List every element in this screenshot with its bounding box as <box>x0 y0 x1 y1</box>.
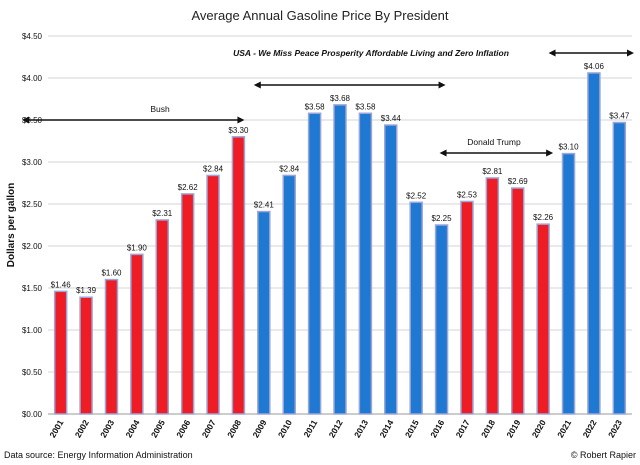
data-label: $2.25 <box>432 214 453 223</box>
y-tick-label: $1.50 <box>22 284 43 293</box>
arrow-middle-left-head <box>253 81 261 89</box>
bar-2017 <box>460 200 474 415</box>
data-label: $3.68 <box>330 94 351 103</box>
arrow-bush-right-head <box>237 116 245 124</box>
y-tick-label: $1.00 <box>22 326 43 335</box>
bar-2004 <box>130 253 144 415</box>
arrow-recent-left-head <box>548 49 556 57</box>
data-label: $2.31 <box>152 209 173 218</box>
y-tick-label: $2.00 <box>22 242 43 251</box>
bar-2007 <box>206 174 220 415</box>
data-label: $4.06 <box>584 62 605 71</box>
data-label: $3.58 <box>355 102 376 111</box>
bar-2006 <box>180 193 195 415</box>
y-tick-label: $4.50 <box>22 32 43 41</box>
data-label: $3.30 <box>228 126 249 135</box>
data-label: $2.81 <box>482 167 503 176</box>
data-label: $2.26 <box>533 213 554 222</box>
annotation-bush: Bush <box>150 104 170 114</box>
data-label: $1.90 <box>127 243 148 252</box>
bar-2008 <box>231 136 246 415</box>
y-tick-label: $0.00 <box>22 410 43 419</box>
data-label: $3.58 <box>305 102 326 111</box>
bar-2003 <box>104 278 119 415</box>
bar-2021 <box>561 152 576 415</box>
annotation-tagline: USA - We Miss Peace Prosperity Affordabl… <box>233 48 509 58</box>
arrow-trump-left-head <box>439 149 447 157</box>
bar-2019 <box>510 187 525 415</box>
bar-2023 <box>612 121 627 415</box>
y-axis-label: Dollars per gallon <box>6 183 17 267</box>
data-source: Data source: Energy Information Administ… <box>4 450 193 460</box>
bar-2012 <box>333 104 347 415</box>
y-tick-label: $4.00 <box>22 74 43 83</box>
data-label: $1.60 <box>101 269 122 278</box>
bars <box>53 72 627 415</box>
data-label: $2.41 <box>254 201 275 210</box>
data-label: $3.47 <box>609 112 630 121</box>
bar-2013 <box>358 112 373 415</box>
annotations: Bush USA - We Miss Peace Prosperity Affor… <box>22 48 634 157</box>
annotation-trump: Donald Trump <box>467 137 521 147</box>
y-tick-label: $3.00 <box>22 158 43 167</box>
copyright: © Robert Rapier <box>571 450 636 460</box>
bar-2014 <box>384 124 398 415</box>
arrow-recent-right-head <box>627 49 634 57</box>
bar-2016 <box>434 224 449 415</box>
bar-2002 <box>79 296 93 415</box>
data-label: $1.39 <box>76 286 97 295</box>
bar-2009 <box>257 210 271 415</box>
data-label: $2.62 <box>178 183 199 192</box>
bar-2015 <box>409 201 423 415</box>
data-label: $2.84 <box>279 164 300 173</box>
arrow-bush-left-head <box>22 116 29 124</box>
arrow-middle-right-head <box>438 81 446 89</box>
bar-2020 <box>536 223 550 415</box>
y-tick-label: $0.50 <box>22 368 43 377</box>
bar-2018 <box>485 177 500 415</box>
data-label: $1.46 <box>51 280 72 289</box>
bar-2005 <box>155 219 170 415</box>
data-label: $2.84 <box>203 164 224 173</box>
bar-2001 <box>53 290 68 415</box>
x-axis-ticks: 2001 2002 2003 2004 2005 2006 2007 2008 2009 2010… <box>47 418 624 440</box>
data-labels: $1.46 $1.39 $1.60 $1.90 $2.31 $2.62 $2.84 $3.30… <box>51 62 630 295</box>
bar-2010 <box>282 174 296 415</box>
data-label: $2.69 <box>508 177 529 186</box>
data-label: $2.52 <box>406 191 427 200</box>
data-label: $3.10 <box>559 143 580 152</box>
chart-title: Average Annual Gasoline Price By Preside… <box>191 8 448 23</box>
data-label: $2.53 <box>457 190 478 199</box>
arrow-trump-right-head <box>546 149 554 157</box>
bar-2022 <box>587 72 601 415</box>
y-tick-label: $2.50 <box>22 200 43 209</box>
data-label: $3.44 <box>381 114 402 123</box>
bar-2011 <box>307 112 322 415</box>
